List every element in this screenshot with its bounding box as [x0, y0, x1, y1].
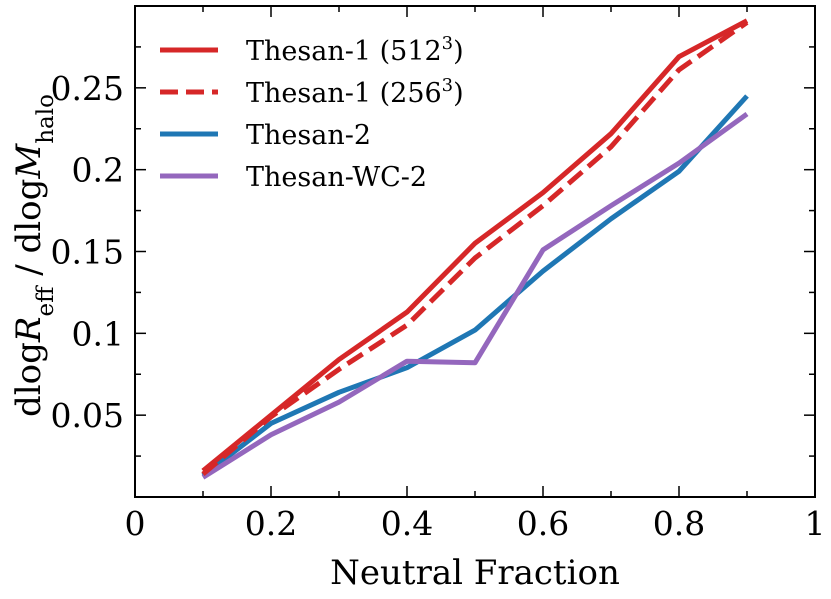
y-label-sep: / dlog [9, 179, 49, 287]
y-label-r: R [9, 316, 49, 343]
y-tick-label: 0.1 [72, 314, 124, 353]
legend-label: Thesan-2 [246, 120, 371, 151]
y-tick-labels: 0.05 0.1 0.15 0.2 0.25 [51, 69, 124, 435]
y-tick-label: 0.25 [51, 69, 124, 108]
legend-label-name: Thesan-WC-2 [246, 162, 427, 193]
x-axis-label: Neutral Fraction [330, 553, 620, 593]
legend-label-sup: 3 [442, 33, 453, 54]
y-tick-label: 0.15 [51, 233, 124, 272]
y-label-m: M [9, 143, 49, 180]
legend-label-sup: 3 [442, 75, 453, 96]
y-tick-label: 0.05 [51, 396, 124, 435]
x-tick-labels: 0 0.2 0.4 0.6 0.8 1 [125, 504, 826, 543]
legend-label: Thesan-1 (2563) [246, 75, 464, 109]
legend-label-name: Thesan-2 [246, 120, 371, 151]
series-line [201, 20, 749, 477]
legend-label-name: Thesan-1 (256 [246, 78, 442, 109]
x-tick-label: 0 [125, 504, 146, 543]
legend-label-name: Thesan-1 (512 [246, 36, 442, 67]
x-tick-label: 0.8 [653, 504, 705, 543]
series-lines [201, 18, 749, 480]
series-line [201, 111, 749, 480]
y-label-m-sub: halo [33, 94, 59, 144]
y-tick-label: 0.2 [72, 151, 124, 190]
legend-label-suffix: ) [453, 78, 464, 109]
legend-label-suffix: ) [453, 36, 464, 67]
x-tick-label: 1 [805, 504, 826, 543]
y-axis-label: dlogReff / dlogMhalo [9, 94, 59, 417]
y-label-prefix: dlog [9, 342, 49, 417]
series-line [201, 18, 749, 473]
plot-frame [134, 5, 816, 498]
y-label-r-sub: eff [33, 285, 59, 317]
series-line [201, 94, 749, 478]
legend-label: Thesan-WC-2 [246, 162, 427, 193]
x-tick-label: 0.6 [517, 504, 569, 543]
legend-label: Thesan-1 (5123) [246, 33, 464, 67]
x-tick-label: 0.4 [381, 504, 433, 543]
legend: Thesan-1 (5123)Thesan-1 (2563)Thesan-2Th… [160, 33, 464, 193]
x-tick-label: 0.2 [245, 504, 297, 543]
